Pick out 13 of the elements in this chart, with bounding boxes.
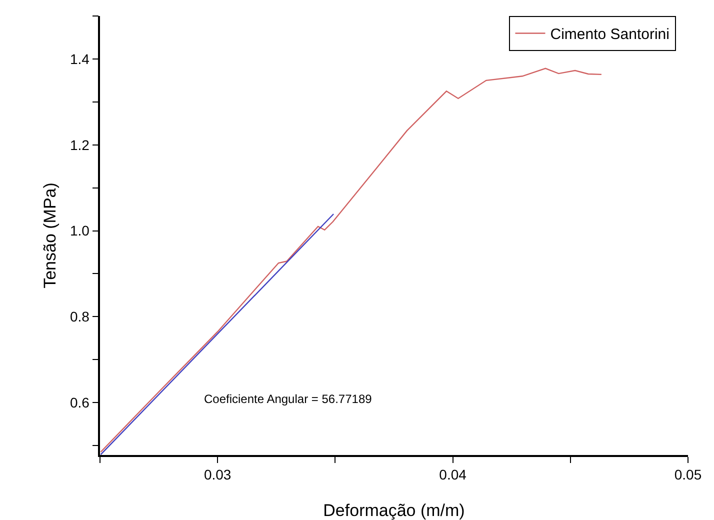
x-tick-label: 0.05 [674, 466, 702, 483]
y-tick-label: 0.6 [70, 394, 90, 410]
y-tick-label: 0.8 [70, 308, 90, 325]
legend-label: Cimento Santorini [550, 26, 670, 44]
y-tick-label: 1.4 [70, 50, 90, 67]
y-axis-title: Tensão (MPa) [40, 182, 60, 288]
x-axis-title: Deformação (m/m) [323, 501, 465, 520]
annotation: Coeficiente Angular = 56.77189 [204, 392, 372, 406]
x-tick-label: 0.04 [439, 466, 467, 483]
x-tick-label: 0.03 [204, 466, 232, 483]
line-series [100, 68, 602, 453]
y-tick-label: 1.0 [70, 222, 90, 239]
y-tick-label: 1.2 [70, 136, 90, 153]
